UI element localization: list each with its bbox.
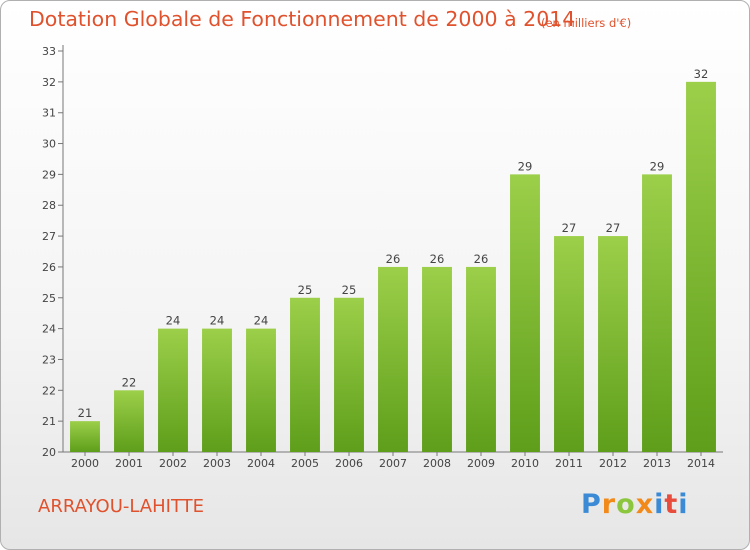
y-tick-label: 28 [42,199,56,212]
y-tick-label: 23 [42,353,56,366]
x-tick-label: 2001 [115,457,143,470]
x-tick-label: 2002 [159,457,187,470]
y-tick-label: 29 [42,168,56,181]
bar [466,266,496,452]
data-label: 26 [474,252,489,266]
x-tick-label: 2013 [643,457,671,470]
logo-letter: i [654,489,665,520]
data-label: 24 [210,314,225,328]
bar [246,328,276,452]
data-label: 24 [254,314,269,328]
x-tick-label: 2008 [423,457,451,470]
bar [422,266,452,452]
bar [70,421,100,452]
y-tick-label: 24 [42,323,56,336]
axes: 20 21 22 23 24 25 26 27 28 29 30 31 32 33 2000 2001 2002… [42,45,723,470]
bar [290,297,320,452]
logo-letter: r [601,489,617,520]
chart-title: Dotation Globale de Fonctionnement de 20… [29,7,576,31]
data-label: 29 [518,159,533,173]
data-label: 26 [386,252,401,266]
y-tick-label: 22 [42,384,56,397]
bar [202,328,232,452]
x-tick-label: 2000 [71,457,99,470]
commune-name: ARRAYOU-LAHITTE [38,496,205,517]
x-tick-label: 2007 [379,457,407,470]
x-tick-label: 2005 [291,457,319,470]
y-tick-label: 21 [42,415,56,428]
data-label: 29 [650,159,665,173]
bar [378,266,408,452]
x-tick-label: 2003 [203,457,231,470]
bar [598,236,628,452]
data-labels: 21 22 24 24 24 25 25 26 26 26 29 27 27 29 32 [78,67,709,420]
data-label: 27 [606,221,621,235]
bars [70,81,716,452]
y-tick-label: 20 [42,446,56,459]
data-label: 27 [562,221,577,235]
y-tick-label: 25 [42,292,56,305]
logo-letter: o [616,489,636,520]
x-tick-label: 2014 [687,457,715,470]
logo-letter: P [581,489,602,520]
data-label: 22 [122,375,137,389]
x-tick-label: 2011 [555,457,583,470]
data-label: 24 [166,314,181,328]
y-tick-label: 26 [42,261,56,274]
data-label: 21 [78,406,93,420]
x-tick-label: 2010 [511,457,539,470]
data-label: 32 [694,67,709,81]
unit-note: (en milliers d'€) [541,16,632,30]
x-tick-label: 2004 [247,457,275,470]
bar [510,174,540,452]
proxiti-logo: Proxiti [581,489,689,520]
x-tick-label: 2009 [467,457,495,470]
x-tick-label: 2006 [335,457,363,470]
data-label: 25 [298,283,313,297]
bar [686,81,716,452]
bar [158,328,188,452]
y-tick-label: 31 [42,107,56,120]
y-tick-label: 27 [42,230,56,243]
logo-letter: i [678,489,689,520]
bar [334,297,364,452]
logo-letter: t [664,489,679,520]
data-label: 26 [430,252,445,266]
y-tick-label: 30 [42,138,56,151]
y-tick-label: 33 [42,45,56,58]
logo-letter: x [635,489,655,520]
bar [114,390,144,452]
data-label: 25 [342,283,357,297]
x-tick-label: 2012 [599,457,627,470]
bar [642,174,672,452]
y-tick-label: 32 [42,76,56,89]
bar [554,236,584,452]
